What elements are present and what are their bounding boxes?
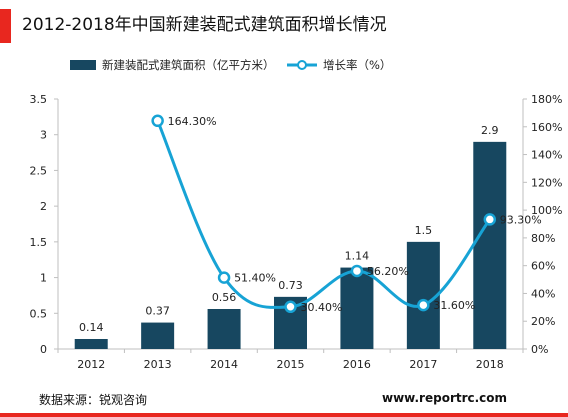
growth-rate-point bbox=[417, 298, 430, 312]
legend-item-bar: 新建装配式建筑面积（亿平方米） bbox=[70, 57, 275, 73]
growth-rate-label: 93.30% bbox=[500, 213, 542, 226]
bar-value-label: 0.56 bbox=[212, 291, 237, 304]
x-tick-label: 2017 bbox=[409, 358, 437, 371]
growth-rate-point bbox=[284, 300, 297, 314]
y-left-tick-label: 1 bbox=[40, 272, 47, 285]
growth-rate-line bbox=[156, 120, 491, 309]
y-left-tick-label: 1.5 bbox=[30, 236, 48, 249]
bar bbox=[74, 339, 108, 349]
bar bbox=[340, 267, 374, 349]
y-right-tick-label: 160% bbox=[531, 121, 562, 134]
legend-bar-label: 新建装配式建筑面积（亿平方米） bbox=[102, 58, 275, 72]
x-tick-label: 2012 bbox=[77, 358, 105, 371]
growth-rate-label: 30.40% bbox=[301, 301, 343, 314]
x-tick-label: 2016 bbox=[343, 358, 371, 371]
chart-title: 2012-2018年中国新建装配式建筑面积增长情况 bbox=[22, 15, 387, 35]
y-right-tick-label: 120% bbox=[531, 176, 562, 189]
bottom-accent-bar bbox=[0, 413, 568, 417]
y-right-tick-label: 180% bbox=[531, 93, 562, 106]
bar-value-label: 1.5 bbox=[415, 224, 433, 237]
y-right-tick-label: 40% bbox=[531, 287, 555, 300]
bar-value-label: 2.9 bbox=[481, 124, 499, 137]
x-tick-label: 2014 bbox=[210, 358, 238, 371]
bar-value-label: 0.73 bbox=[278, 279, 303, 292]
growth-rate-point bbox=[350, 264, 364, 278]
x-tick-label: 2013 bbox=[144, 358, 172, 371]
legend-line-swatch bbox=[287, 60, 317, 70]
y-right-tick-label: 100% bbox=[531, 204, 562, 217]
data-source: 数据来源：锐观咨询 bbox=[39, 393, 148, 407]
y-left-tick-label: 3.5 bbox=[30, 93, 48, 106]
growth-rate-label: 164.30% bbox=[168, 115, 217, 128]
chart-legend: 新建装配式建筑面积（亿平方米） 增长率（%） bbox=[0, 57, 568, 83]
bar bbox=[406, 241, 440, 349]
y-left-tick-label: 3 bbox=[40, 129, 47, 142]
bar-value-label: 1.14 bbox=[345, 250, 370, 263]
y-right-tick-label: 140% bbox=[531, 149, 562, 162]
y-left-tick-label: 2 bbox=[40, 200, 47, 213]
y-right-tick-label: 80% bbox=[531, 232, 555, 245]
bar bbox=[473, 141, 507, 349]
growth-rate-label: 31.60% bbox=[433, 299, 475, 312]
growth-rate-point bbox=[217, 271, 231, 284]
x-tick-label: 2018 bbox=[476, 358, 504, 371]
growth-rate-point bbox=[483, 213, 497, 226]
y-right-tick-label: 60% bbox=[531, 260, 555, 273]
title-accent-bar bbox=[0, 9, 11, 43]
y-left-tick-label: 0 bbox=[40, 343, 47, 356]
growth-rate-point bbox=[151, 114, 164, 128]
y-right-tick-label: 20% bbox=[531, 315, 555, 328]
legend-bar-swatch bbox=[70, 60, 96, 70]
y-left-tick-label: 2.5 bbox=[30, 164, 48, 177]
bar-value-label: 0.37 bbox=[145, 305, 170, 318]
x-tick-label: 2015 bbox=[277, 358, 305, 371]
website-url: www.reportrc.com bbox=[382, 391, 508, 405]
bar bbox=[141, 322, 175, 349]
y-right-tick-label: 0% bbox=[531, 343, 548, 356]
y-left-tick-label: 0.5 bbox=[30, 307, 48, 320]
bar-value-label: 0.14 bbox=[79, 321, 104, 334]
legend-line-label: 增长率（%） bbox=[323, 58, 392, 72]
bar bbox=[207, 309, 241, 349]
growth-rate-label: 51.40% bbox=[234, 272, 276, 285]
legend-item-line: 增长率（%） bbox=[287, 57, 391, 73]
growth-rate-label: 56.20% bbox=[367, 265, 409, 278]
